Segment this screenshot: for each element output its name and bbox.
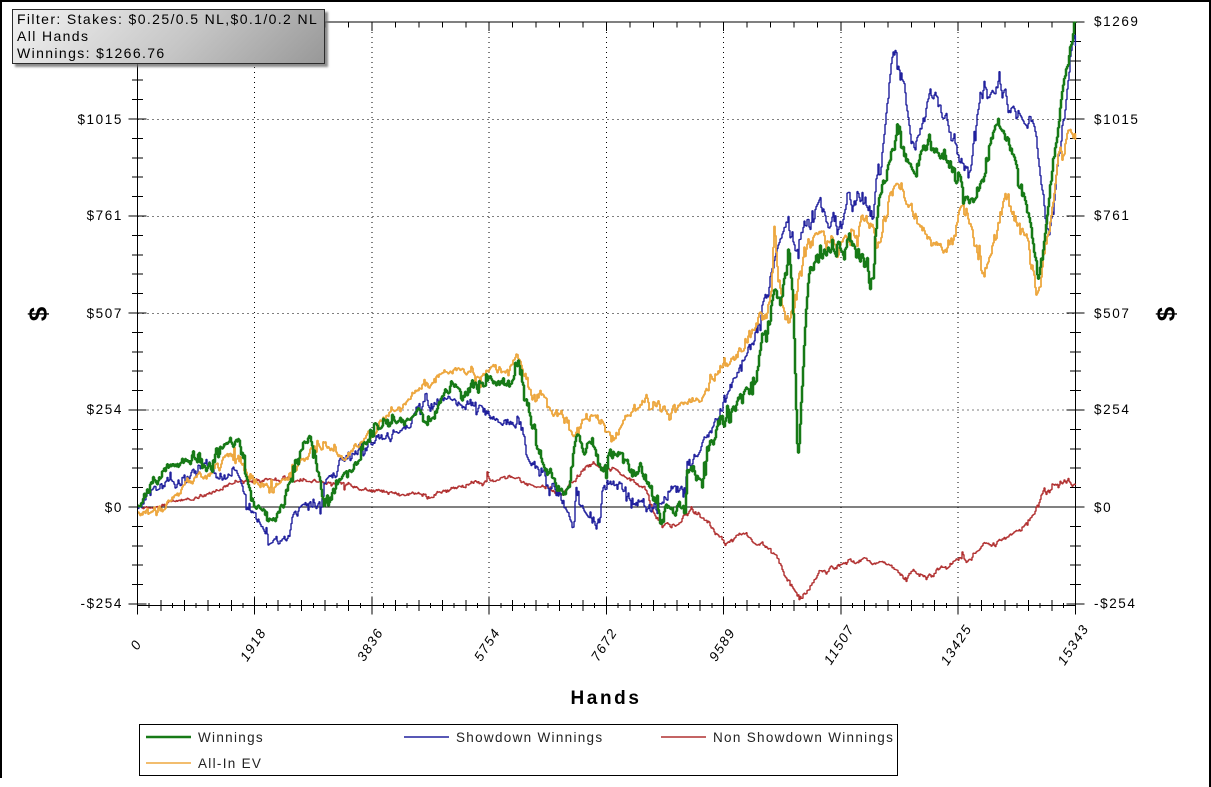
svg-text:Showdown Winnings: Showdown Winnings <box>456 730 603 745</box>
svg-text:$761: $761 <box>87 208 123 223</box>
svg-text:$761: $761 <box>1094 208 1130 223</box>
svg-text:$1269: $1269 <box>1094 14 1140 29</box>
svg-text:$0: $0 <box>1094 500 1112 515</box>
svg-text:-$254: -$254 <box>80 596 123 611</box>
svg-text:$1015: $1015 <box>1094 112 1140 127</box>
svg-text:$0: $0 <box>105 500 123 515</box>
svg-text:$507: $507 <box>87 306 123 321</box>
svg-text:$: $ <box>1151 306 1181 321</box>
svg-text:$254: $254 <box>87 402 123 417</box>
svg-text:-$254: -$254 <box>1094 596 1137 611</box>
svg-text:$254: $254 <box>1094 402 1130 417</box>
svg-text:$1015: $1015 <box>77 112 123 127</box>
svg-text:$507: $507 <box>1094 306 1130 321</box>
svg-text:Winnings: Winnings <box>198 730 264 745</box>
svg-text:All-In EV: All-In EV <box>198 756 262 771</box>
svg-text:Non Showdown Winnings: Non Showdown Winnings <box>713 730 894 745</box>
svg-text:$: $ <box>23 306 53 321</box>
svg-text:Hands: Hands <box>570 688 641 709</box>
